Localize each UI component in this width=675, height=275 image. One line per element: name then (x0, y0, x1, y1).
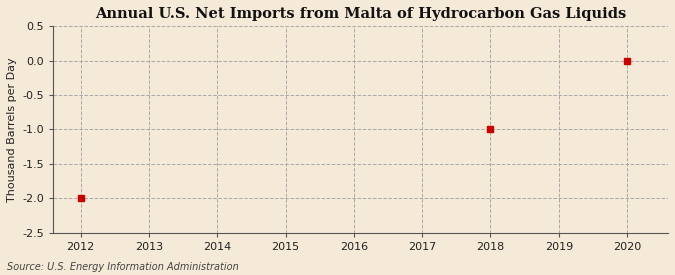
Title: Annual U.S. Net Imports from Malta of Hydrocarbon Gas Liquids: Annual U.S. Net Imports from Malta of Hy… (95, 7, 626, 21)
Text: Source: U.S. Energy Information Administration: Source: U.S. Energy Information Administ… (7, 262, 238, 272)
Y-axis label: Thousand Barrels per Day: Thousand Barrels per Day (7, 57, 17, 202)
